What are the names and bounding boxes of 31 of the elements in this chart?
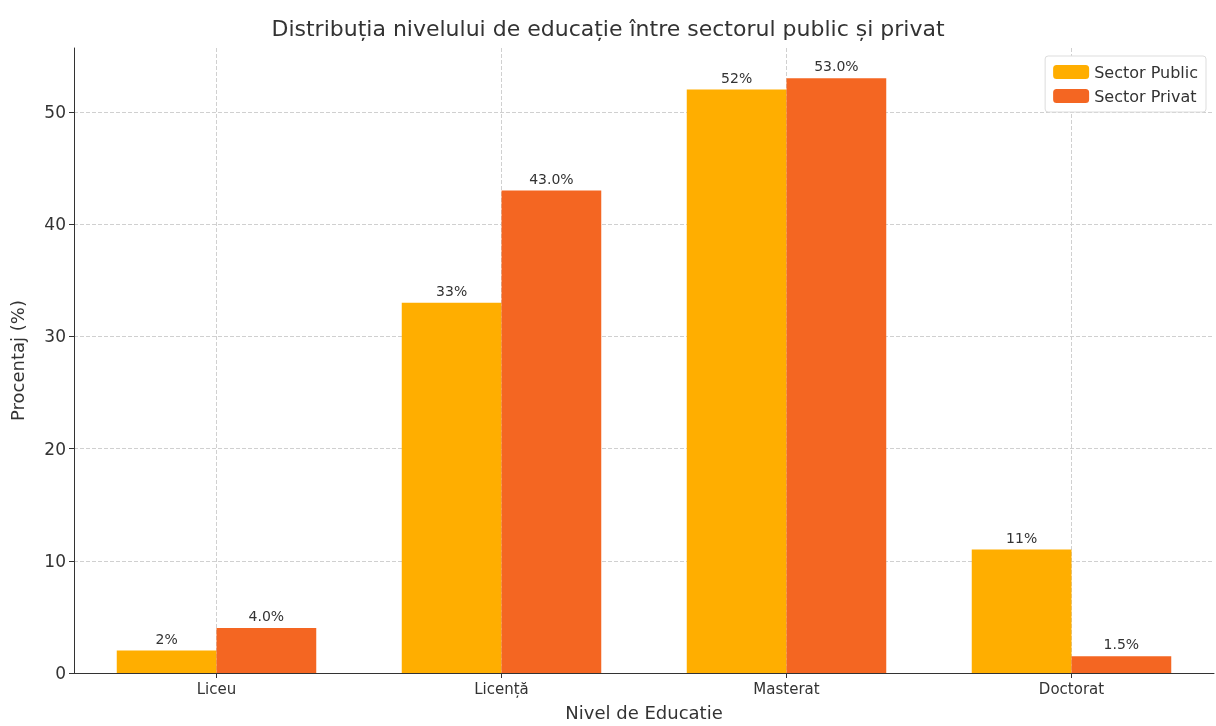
bar (116, 650, 217, 673)
data-label: 4.0% (248, 608, 285, 625)
x-tick-label: Liceu (196, 679, 237, 698)
data-label: 33% (436, 282, 468, 299)
legend-label: Sector Public (1094, 62, 1198, 82)
bar (971, 549, 1072, 673)
bar (686, 89, 787, 673)
data-label: 11% (1006, 529, 1038, 546)
y-tick-label: 10 (44, 550, 66, 571)
y-axis-title: Procentaj (%) (6, 300, 28, 421)
y-tick-label: 0 (55, 663, 66, 683)
bar (216, 628, 317, 673)
y-tick-label: 30 (44, 326, 66, 347)
x-tick-label: Licență (474, 679, 529, 698)
y-tick-label: 20 (44, 438, 66, 459)
x-axis-title: Nivel de Educatie (565, 701, 723, 723)
data-label: 43.0% (529, 170, 574, 187)
chart-title: Distribuția nivelului de educație între sectorul public și privat (271, 15, 945, 41)
legend-label: Sector Privat (1094, 86, 1197, 106)
data-label: 52% (721, 69, 753, 86)
bar (401, 302, 502, 673)
bar (1071, 656, 1172, 673)
data-label: 1.5% (1103, 636, 1140, 653)
x-tick-label: Masterat (753, 679, 820, 698)
data-label: 2% (155, 630, 178, 647)
y-tick-label: 40 (44, 214, 66, 235)
y-tick-label: 50 (44, 101, 66, 122)
x-tick-label: Doctorat (1038, 679, 1105, 698)
bar (501, 190, 602, 673)
data-label: 53.0% (814, 58, 859, 75)
bar (786, 78, 887, 673)
